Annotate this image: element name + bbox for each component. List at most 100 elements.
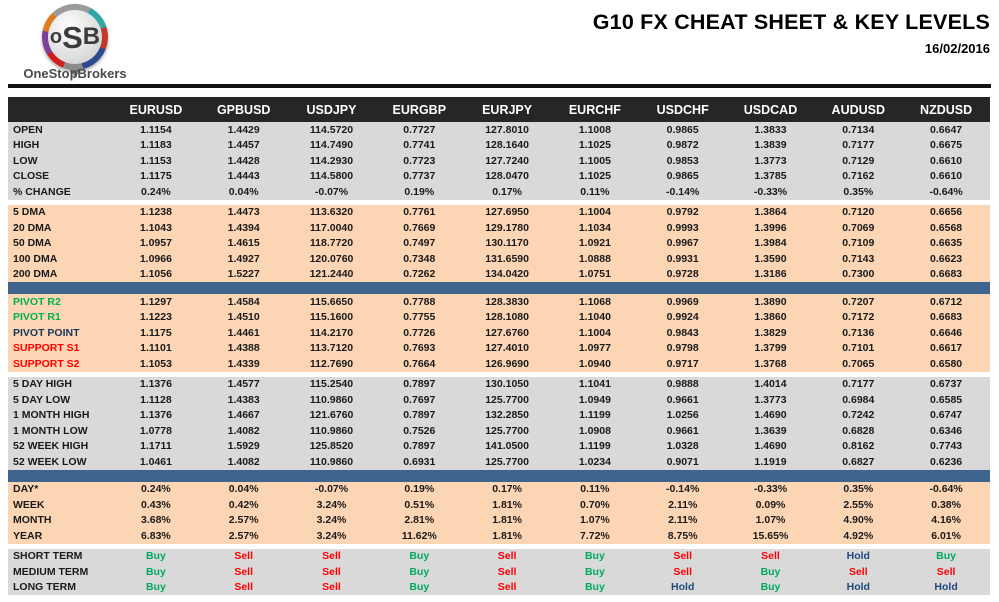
cell-value: Buy xyxy=(760,581,781,594)
cell-value: 1.1154 xyxy=(140,123,172,136)
cell-value: 0.9853 xyxy=(666,154,699,167)
cell-value: 8.75% xyxy=(667,529,698,542)
cell-value: 0.11% xyxy=(580,185,610,198)
cell-value: Sell xyxy=(673,550,693,563)
cell-value: 1.1004 xyxy=(578,206,611,219)
cell-value: 0.24% xyxy=(141,185,171,198)
cell-value: 0.6617 xyxy=(930,342,963,355)
row-label: MONTH xyxy=(13,514,52,527)
cell-value: 1.81% xyxy=(492,514,522,527)
table-row: PIVOT R2 1.1297 1.4584 115.6650 0.7788 128.38… xyxy=(8,294,990,310)
row-label: 1 MONTH LOW xyxy=(13,424,88,437)
cell-value: 1.1040 xyxy=(578,311,611,324)
cell-value: 1.3996 xyxy=(754,221,787,234)
blue-divider-bar xyxy=(8,469,990,482)
row-label: 50 DMA xyxy=(13,237,52,250)
logo-letter: B xyxy=(82,23,101,50)
cell-value: Sell xyxy=(322,550,341,563)
table-row: 200 DMA 1.1056 1.5227 121.2440 0.7262 134.042… xyxy=(8,267,990,283)
cell-value: 0.7761 xyxy=(403,206,436,219)
cell-value: 0.7697 xyxy=(403,393,436,406)
cell-value: 0.9865 xyxy=(666,123,699,136)
cell-value: 1.3799 xyxy=(754,342,787,355)
cell-value: 1.0908 xyxy=(578,424,611,437)
cell-value: 1.1034 xyxy=(578,221,611,234)
cell-value: Buy xyxy=(409,550,430,563)
cell-value: 127.6760 xyxy=(485,326,529,339)
cell-value: 4.16% xyxy=(931,514,961,527)
column-header: USDJPY xyxy=(306,102,357,117)
cell-value: 0.9865 xyxy=(666,170,699,183)
cell-value: 1.1199 xyxy=(579,409,611,422)
cell-value: 1.1025 xyxy=(578,139,611,152)
cell-value: 1.0949 xyxy=(578,393,611,406)
cell-value: 115.2540 xyxy=(309,378,354,391)
cell-value: 0.9661 xyxy=(666,393,699,406)
cell-value: 0.09% xyxy=(755,498,786,511)
logo-letter: S xyxy=(62,19,83,55)
row-label: SUPPORT S1 xyxy=(13,342,80,355)
section-ohlc: OPEN 1.1154 1.4429 114.5720 0.7727 127.8010 1.… xyxy=(8,122,990,200)
cell-value: 0.6568 xyxy=(930,221,963,234)
cell-value: Sell xyxy=(322,565,341,578)
cell-value: 0.7069 xyxy=(842,221,875,234)
cell-value: 110.9860 xyxy=(309,424,354,437)
cell-value: 0.6931 xyxy=(403,455,436,468)
cell-value: 3.24% xyxy=(316,529,347,542)
cell-value: 0.04% xyxy=(228,483,259,496)
cell-value: 118.7720 xyxy=(309,237,354,250)
cell-value: 2.55% xyxy=(843,498,874,511)
cell-value: -0.33% xyxy=(753,483,788,496)
table-row: CLOSE 1.1175 1.4443 114.5800 0.7737 128.0470 1… xyxy=(8,169,990,185)
table-row: 5 DAY HIGH 1.1376 1.4577 115.2540 0.7897 130.… xyxy=(8,377,990,393)
cell-value: 0.70% xyxy=(580,498,610,511)
cell-value: 1.4510 xyxy=(227,311,260,324)
cell-value: 0.9924 xyxy=(666,311,699,324)
table-row: PIVOT POINT 1.1175 1.4461 114.2170 0.7726 127… xyxy=(8,325,990,341)
cell-value: Sell xyxy=(673,565,693,578)
cell-value: 0.7897 xyxy=(403,440,436,453)
cell-value: 1.1153 xyxy=(140,154,172,167)
cell-value: Sell xyxy=(497,581,517,594)
cell-value: 1.3785 xyxy=(754,170,787,183)
cell-value: 1.0966 xyxy=(139,252,172,265)
cell-value: 0.6683 xyxy=(930,311,963,324)
section-gap xyxy=(8,371,990,377)
cell-value: 1.4082 xyxy=(227,455,260,468)
cell-value: 0.7723 xyxy=(403,154,436,167)
cell-value: 0.9792 xyxy=(666,206,699,219)
cell-value: 0.6610 xyxy=(930,170,963,183)
cell-value: -0.14% xyxy=(666,483,700,496)
cell-value: 1.1297 xyxy=(139,295,172,308)
row-label: 200 DMA xyxy=(13,268,58,281)
table-row: MONTH 3.68% 2.57% 3.24% 2.81% 1.81% 1.07% 2.11%… xyxy=(8,513,990,529)
cell-value: 125.8520 xyxy=(309,440,354,453)
cell-value: 1.4443 xyxy=(227,170,260,183)
cell-value: 0.7737 xyxy=(403,170,436,183)
cell-value: 0.6675 xyxy=(930,139,963,152)
cell-value: 126.9690 xyxy=(485,357,529,370)
cell-value: 1.3864 xyxy=(754,206,787,219)
cell-value: 0.7134 xyxy=(842,123,875,136)
column-header: USDCAD xyxy=(743,102,798,117)
cell-value: 6.01% xyxy=(931,529,961,542)
cell-value: 1.1068 xyxy=(578,295,611,308)
cell-value: 0.7788 xyxy=(403,295,436,308)
row-label: 20 DMA xyxy=(13,221,52,234)
cell-value: Sell xyxy=(936,565,956,578)
section-gap xyxy=(8,543,990,549)
section-moving-averages: 5 DMA 1.1238 1.4473 113.6320 0.7761 127.6950 1… xyxy=(8,204,990,283)
cell-value: 1.4690 xyxy=(754,409,787,422)
section-recommendations: SHORT TERM Buy Sell Sell Buy Sell Buy Sell Sell H… xyxy=(8,548,990,595)
cell-value: 0.7726 xyxy=(403,326,436,339)
logo-letter: o xyxy=(49,26,63,48)
blue-divider-bar xyxy=(8,282,990,294)
table-header-row: EURUSD GPBUSD USDJPY EURGBP EURJPY EURCHF USDC… xyxy=(8,97,990,122)
row-label: 5 DAY LOW xyxy=(13,393,71,406)
cell-value: 1.0256 xyxy=(666,409,699,422)
row-label: 52 WEEK LOW xyxy=(13,455,87,468)
row-label: PIVOT R1 xyxy=(13,311,61,324)
cell-value: 0.7497 xyxy=(403,237,436,250)
cell-value: 0.7143 xyxy=(842,252,875,265)
